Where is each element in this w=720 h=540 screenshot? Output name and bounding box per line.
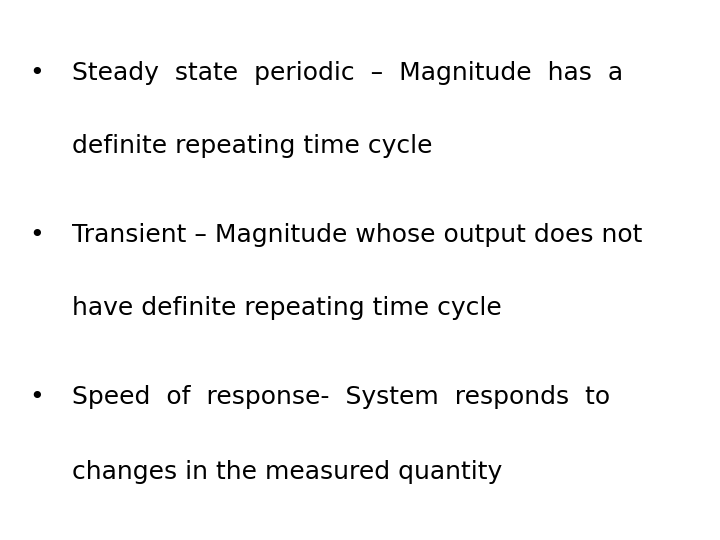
Text: Steady  state  periodic  –  Magnitude  has  a: Steady state periodic – Magnitude has a [72, 61, 623, 85]
Text: •: • [29, 223, 43, 247]
Text: •: • [29, 61, 43, 85]
Text: •: • [29, 385, 43, 409]
Text: definite repeating time cycle: definite repeating time cycle [72, 134, 433, 158]
Text: Speed  of  response-  System  responds  to: Speed of response- System responds to [72, 385, 610, 409]
Text: have definite repeating time cycle: have definite repeating time cycle [72, 296, 502, 320]
Text: changes in the measured quantity: changes in the measured quantity [72, 461, 503, 484]
Text: Transient – Magnitude whose output does not: Transient – Magnitude whose output does … [72, 223, 642, 247]
